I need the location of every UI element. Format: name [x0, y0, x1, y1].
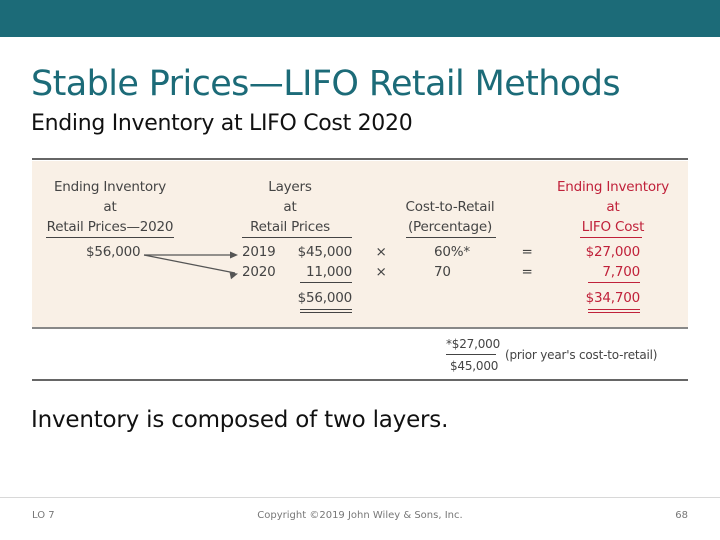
col3-header-line2: (Percentage) [407, 219, 493, 235]
row-2019-retail: $45,000 [297, 244, 353, 260]
col2-header-underline [242, 237, 352, 238]
col4-header-line1: Ending Inventory [556, 179, 670, 195]
row-2019-lifo-cost: $27,000 [585, 244, 641, 260]
footnote-note: (prior year's cost-to-retail) [505, 348, 658, 362]
col4-header-line3: LIFO Cost [581, 219, 645, 235]
cost-total-rule [588, 282, 640, 283]
cost-total-double-rule-2 [588, 312, 640, 313]
retail-total: $56,000 [297, 290, 353, 306]
footnote-denominator: $45,000 [450, 359, 499, 373]
slide-title: Stable Prices—LIFO Retail Methods [31, 64, 621, 104]
arrow-to-2020 [143, 254, 236, 274]
figure-middle-rule [32, 327, 688, 329]
body-text: Inventory is composed of two layers. [31, 407, 449, 433]
row-2020-percentage: 70 [434, 264, 451, 280]
row-2019-times: × [375, 244, 387, 260]
retail-total-double-rule-1 [300, 309, 352, 310]
col3-header-line1: Cost-to-Retail [405, 199, 495, 215]
arrowhead-2019 [230, 251, 238, 259]
col1-header-line2: at [103, 199, 117, 215]
footer-rule [0, 497, 720, 498]
footer-learning-objective: LO 7 [32, 510, 55, 521]
ending-retail-value: $56,000 [86, 244, 141, 260]
figure-top-rule [32, 158, 688, 160]
layer-arrows [143, 251, 238, 280]
cost-total: $34,700 [585, 290, 641, 306]
row-2020-times: × [375, 264, 387, 280]
col1-header-underline [46, 237, 174, 238]
col4-header-line2: at [606, 199, 620, 215]
col2-header-line1: Layers [268, 179, 312, 195]
row-2019-equals: = [521, 244, 533, 260]
col2-header-line2: at [283, 199, 297, 215]
footer-copyright: Copyright ©2019 John Wiley & Sons, Inc. [257, 510, 463, 521]
row-2020-retail: 11,000 [305, 264, 352, 280]
retail-total-rule [300, 282, 352, 283]
top-banner [0, 0, 720, 37]
row-2020-equals: = [521, 264, 533, 280]
lifo-retail-figure: Ending Inventory at Retail Prices—2020 L… [32, 158, 688, 382]
col1-header-line3: Retail Prices—2020 [46, 219, 174, 235]
col1-header-line1: Ending Inventory [53, 179, 167, 195]
row-2019-year: 2019 [242, 244, 276, 260]
slide-subtitle: Ending Inventory at LIFO Cost 2020 [31, 111, 413, 136]
row-2020-lifo-cost: 7,700 [602, 264, 640, 280]
col2-header-line3: Retail Prices [250, 219, 330, 235]
row-2020-year: 2020 [242, 264, 276, 280]
row-2019-percentage: 60%* [434, 244, 470, 260]
footer-page-number: 68 [675, 510, 688, 521]
arrowhead-2020 [229, 272, 238, 280]
table-panel [32, 161, 688, 327]
col3-header-underline [406, 237, 496, 238]
retail-total-double-rule-2 [300, 312, 352, 313]
footnote-fraction-bar [446, 354, 496, 355]
figure-bottom-rule [32, 379, 688, 381]
cost-total-double-rule-1 [588, 309, 640, 310]
col4-header-underline [580, 237, 642, 238]
footnote-numerator: *$27,000 [446, 337, 501, 351]
